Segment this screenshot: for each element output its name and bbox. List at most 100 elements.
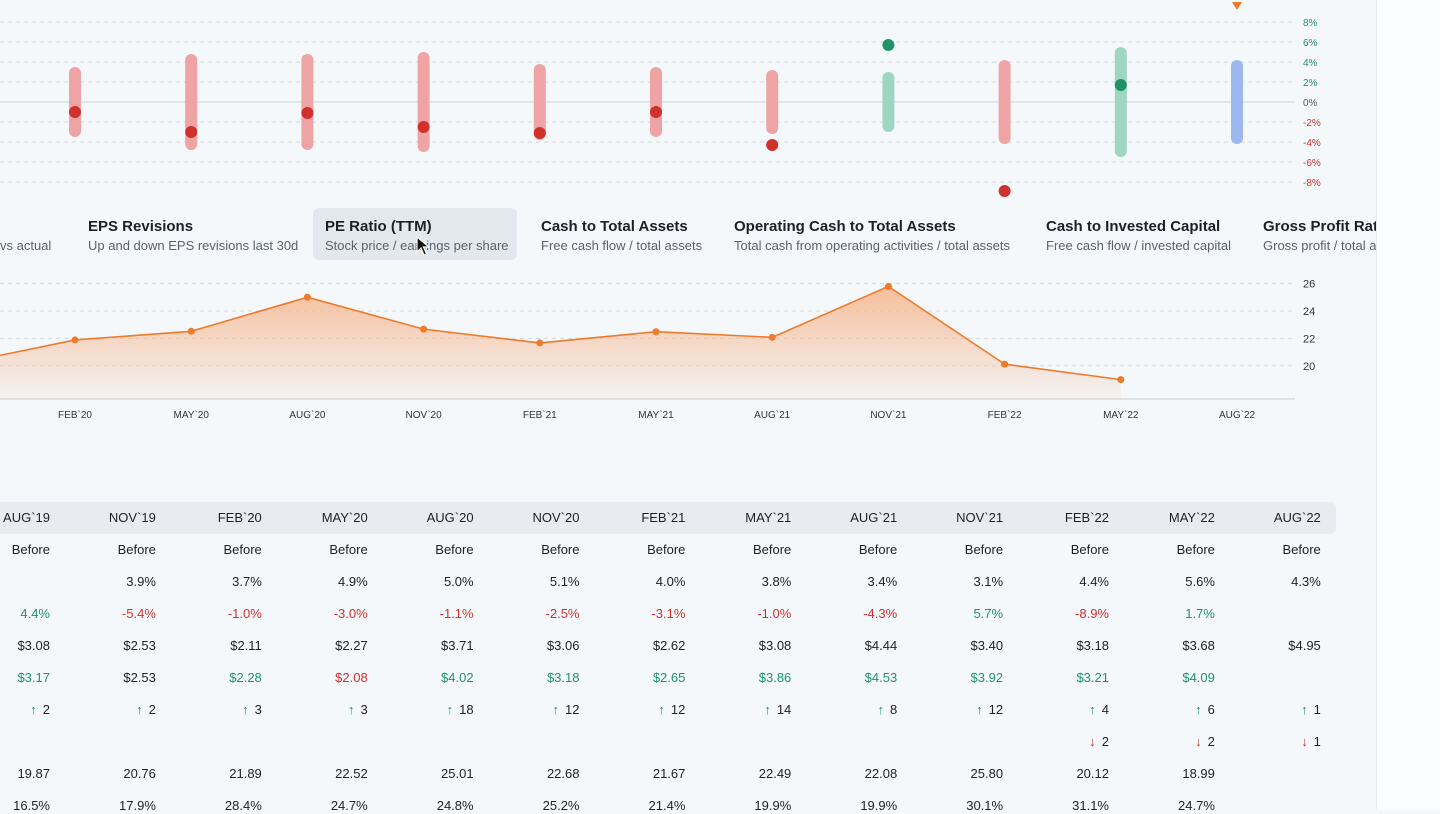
tab-pe-ratio[interactable]: PE Ratio (TTM) Stock price / earnings pe… [313, 208, 517, 260]
table-cell: $3.40 [970, 638, 1004, 653]
column-header: NOV`20 [532, 510, 580, 525]
table-cell: Before [964, 542, 1004, 557]
column-header: FEB`20 [217, 510, 262, 525]
tab-subtitle: Total cash from operating activities / t… [734, 238, 1011, 253]
range-bar [882, 72, 895, 132]
arrow-up-icon: ↑ [1195, 702, 1202, 717]
column-header: FEB`21 [641, 510, 686, 525]
tab-cash-to-total-assets[interactable]: Cash to Total Assets Free cash flow / to… [529, 208, 714, 260]
table-cell: 5.0% [443, 574, 474, 589]
column-header: MAY`21 [745, 510, 792, 525]
table-cell: -2.5% [545, 606, 580, 621]
arrow-up-icon: ↑ [877, 702, 884, 717]
table-cell: Before [117, 542, 156, 557]
table-cell: 4.4% [20, 606, 50, 621]
pe-point [884, 282, 892, 290]
arrow-down-icon: ↓ [1089, 734, 1096, 749]
table-cell: $3.21 [1076, 670, 1109, 685]
actual-dot [1114, 79, 1127, 91]
table-cell: 22.49 [758, 766, 792, 781]
tab-cash-to-invested-capital[interactable]: Cash to Invested Capital Free cash flow … [1034, 208, 1243, 260]
tab-subtitle: Stock price / earnings per share [325, 238, 509, 253]
table-cell: ↑ 4 [1019, 702, 1109, 718]
y-tick-label: 6% [1303, 38, 1318, 49]
range-bar [69, 67, 81, 137]
table-cell: 31.1% [1072, 798, 1109, 813]
revision-count: 3 [254, 702, 262, 717]
tab-gross-profit-ratio[interactable]: Gross Profit Ratio Gross profit / total … [1251, 208, 1376, 260]
arrow-up-icon: ↑ [658, 702, 665, 717]
table-cell: 19.87 [17, 766, 50, 781]
table-cell: $2.28 [229, 670, 262, 685]
range-bar [1231, 60, 1243, 144]
column-header: MAY`22 [1168, 510, 1215, 525]
arrow-up-icon: ↑ [1301, 702, 1308, 717]
pe-point [768, 333, 776, 341]
arrow-up-icon: ↑ [552, 702, 560, 717]
table-cell: -1.1% [439, 606, 474, 621]
y-tick-label: 8% [1303, 18, 1318, 29]
revision-count: 1 [1313, 702, 1321, 717]
arrow-down-icon: ↓ [1195, 734, 1202, 749]
y-tick-label: 26 [1303, 279, 1315, 291]
revision-count: 4 [1101, 702, 1109, 717]
table-cell: 19.9% [754, 798, 792, 813]
tab-eps-revisions[interactable]: EPS Revisions Up and down EPS revisions … [76, 208, 310, 260]
table-cell: $4.09 [1182, 670, 1215, 685]
table-cell: 24.8% [436, 798, 474, 813]
range-bar [301, 54, 314, 150]
revision-count: 2 [1101, 734, 1109, 749]
table-cell: $3.68 [1182, 638, 1215, 653]
revision-count: 6 [1207, 702, 1215, 717]
table-cell: ↑ 3 [278, 702, 368, 718]
y-tick-label: 4% [1303, 58, 1318, 69]
table-cell: -5.4% [121, 606, 156, 621]
column-header: FEB`22 [1064, 510, 1109, 525]
tab-subtitle: Free cash flow / invested capital [1046, 238, 1231, 253]
y-tick-label: 22 [1303, 333, 1315, 345]
eps-surprise-chart: 8% 6% 4% 2% 0% -2% -4% -6% -8% [0, 2, 1321, 197]
table-cell: Before [223, 542, 262, 557]
tab-subtitle: Gross profit / total assets [1263, 238, 1376, 253]
mouse-cursor-icon [416, 236, 430, 256]
arrow-up-icon: ↑ [976, 702, 983, 717]
arrow-up-icon: ↑ [764, 702, 771, 717]
pe-point [652, 328, 660, 336]
table-cell: -3.0% [333, 606, 368, 621]
table-cell: 5.1% [549, 574, 580, 589]
tab-eps-surprise[interactable]: vs actual [0, 208, 63, 260]
table-cell: $3.17 [17, 670, 50, 685]
table-cell: -1.0% [227, 606, 262, 621]
tab-operating-cash-to-total-assets[interactable]: Operating Cash to Total Assets Total cas… [722, 208, 1022, 260]
y-tick-label: -2% [1303, 118, 1321, 129]
table-cell: 24.7% [330, 798, 368, 813]
table-cell: $2.65 [652, 670, 686, 685]
table-cell: $3.06 [546, 638, 580, 653]
table-cell: 5.7% [973, 606, 1004, 621]
table-cell: Before [647, 542, 686, 557]
table-cell: -1.0% [757, 606, 792, 621]
table-cell: ↑ 3 [172, 702, 262, 718]
table-cell: Before [329, 542, 368, 557]
y-tick-label: 0% [1303, 98, 1318, 109]
range-bar [185, 54, 198, 150]
x-tick-label: NOV`21 [870, 409, 907, 421]
y-tick-label: 20 [1303, 361, 1315, 373]
pe-point [1001, 360, 1009, 368]
column-header: AUG`19 [3, 510, 50, 525]
x-tick-label: AUG`21 [754, 409, 791, 421]
tab-title: EPS Revisions [88, 218, 194, 235]
scrollbar-track[interactable] [1376, 0, 1440, 810]
pe-point [420, 325, 428, 333]
table-cell: Before [1282, 542, 1321, 557]
table-cell: $3.18 [1076, 638, 1109, 653]
actual-dot [533, 127, 546, 139]
arrow-down-icon: ↓ [1301, 734, 1308, 749]
pe-area [0, 286, 1121, 399]
table-cell: $3.18 [546, 670, 580, 685]
revision-count: 3 [360, 702, 368, 717]
actual-dot [650, 106, 662, 118]
table-cell: 30.1% [966, 798, 1004, 813]
actual-dot [417, 121, 430, 133]
table-cell: 4.0% [655, 574, 686, 589]
